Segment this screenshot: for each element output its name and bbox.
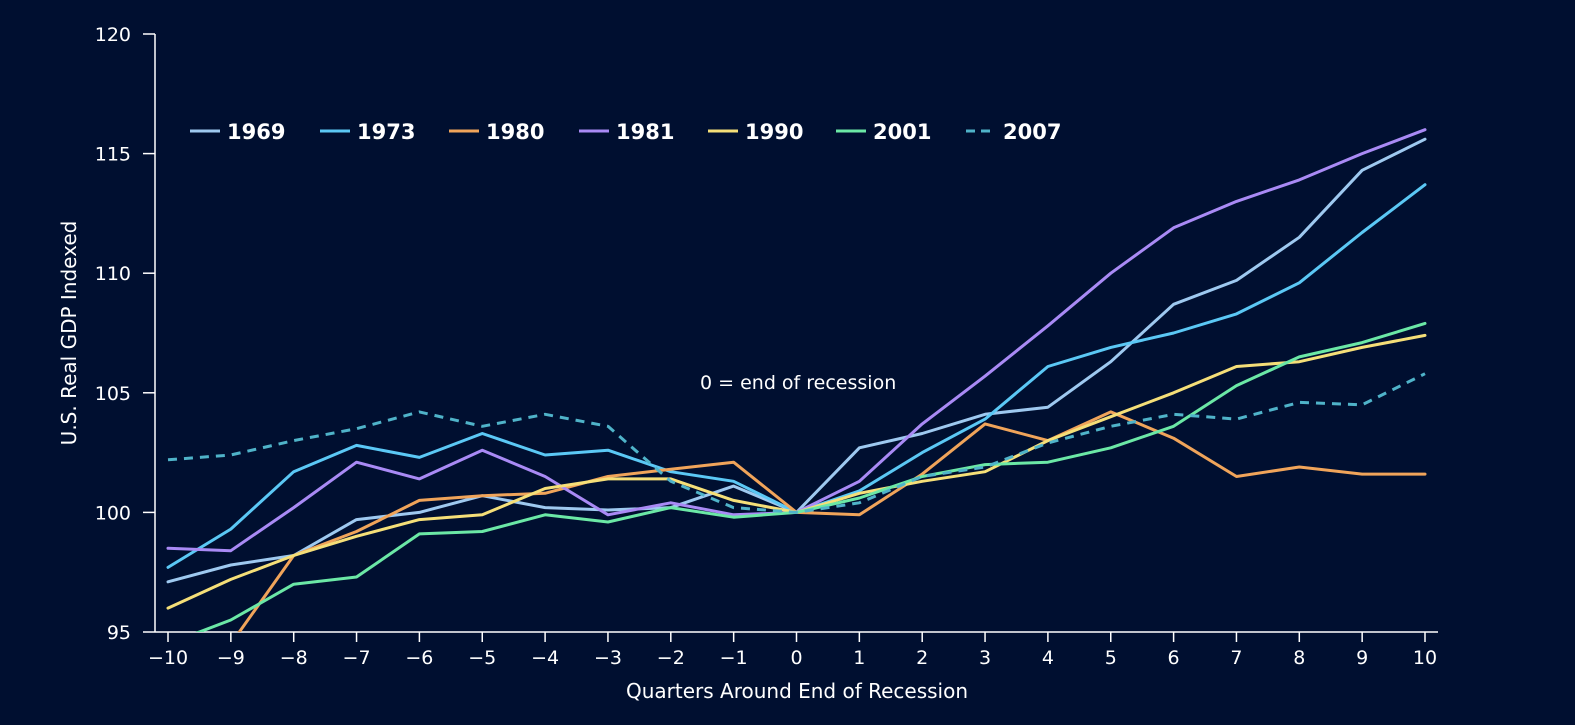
- legend-label-1980: 1980: [486, 120, 544, 144]
- y-tick-label: 100: [95, 502, 131, 524]
- x-axis-title: Quarters Around End of Recession: [626, 679, 968, 703]
- legend-label-1990: 1990: [745, 120, 803, 144]
- annotation-text: 0 = end of recession: [700, 372, 896, 394]
- x-tick-label: 5: [1105, 647, 1117, 669]
- x-tick-label: 4: [1042, 647, 1054, 669]
- x-tick-label: 10: [1413, 647, 1437, 669]
- legend-label-1981: 1981: [616, 120, 674, 144]
- x-tick-label: 2: [916, 647, 928, 669]
- x-tick-label: 7: [1230, 647, 1242, 669]
- series-layer: [166, 128, 1427, 632]
- y-tick-label: 110: [95, 263, 131, 285]
- x-tick-label: 6: [1168, 647, 1180, 669]
- legend: 1969 1973 1980 1981 1990 2001 2007: [190, 120, 1061, 144]
- series-line-1981: [166, 128, 1427, 553]
- x-tick-label: 1: [853, 647, 865, 669]
- x-tick-label: 9: [1356, 647, 1368, 669]
- x-tick-label: −10: [148, 647, 188, 669]
- legend-label-1973: 1973: [357, 120, 415, 144]
- y-tick-label: 105: [95, 383, 131, 405]
- x-tick-label: −6: [405, 647, 433, 669]
- x-tick-label: −3: [594, 647, 622, 669]
- x-tick-label: −8: [280, 647, 308, 669]
- y-tick-label: 95: [107, 622, 131, 644]
- x-tick-label: −4: [531, 647, 559, 669]
- x-tick-label: 0: [790, 647, 802, 669]
- y-tick-label: 120: [95, 24, 131, 46]
- y-tick-label: 115: [95, 144, 131, 166]
- x-tick-label: −5: [468, 647, 496, 669]
- x-tick-label: −1: [720, 647, 748, 669]
- series-line-2007: [167, 372, 1426, 514]
- legend-label-2007: 2007: [1003, 120, 1061, 144]
- x-tick-label: 8: [1293, 647, 1305, 669]
- x-tick-label: −7: [343, 647, 371, 669]
- x-tick-label: 3: [979, 647, 991, 669]
- x-tick-label: −2: [657, 647, 685, 669]
- x-tick-label: −9: [217, 647, 245, 669]
- legend-label-1969: 1969: [227, 120, 285, 144]
- series-line-1969: [166, 137, 1427, 584]
- y-axis-title: U.S. Real GDP Indexed: [57, 221, 81, 446]
- legend-label-2001: 2001: [873, 120, 931, 144]
